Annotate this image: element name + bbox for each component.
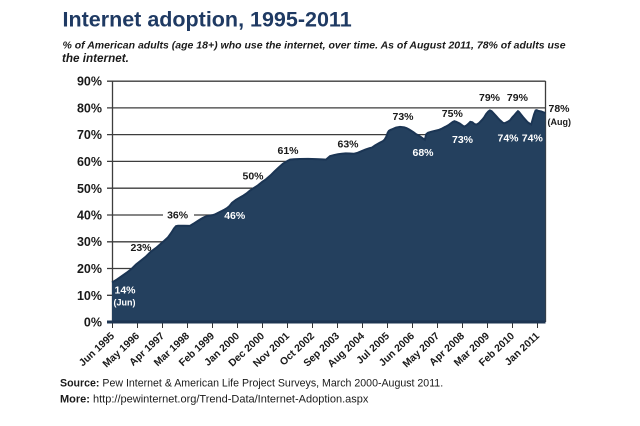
svg-text:74%: 74%: [522, 133, 544, 145]
svg-text:79%: 79%: [479, 92, 501, 104]
svg-text:(Jun): (Jun): [114, 298, 136, 308]
svg-text:30%: 30%: [77, 235, 102, 249]
svg-text:73%: 73%: [452, 134, 474, 146]
svg-text:the internet.: the internet.: [62, 52, 129, 65]
svg-text:74%: 74%: [497, 133, 519, 145]
svg-text:0%: 0%: [84, 316, 102, 330]
svg-text:(Aug): (Aug): [548, 117, 572, 127]
svg-text:10%: 10%: [77, 289, 102, 303]
svg-text:78%: 78%: [549, 103, 571, 115]
svg-text:70%: 70%: [77, 128, 102, 142]
svg-text:14%: 14%: [115, 284, 137, 296]
svg-text:61%: 61%: [277, 145, 299, 157]
svg-text:36%: 36%: [167, 209, 189, 221]
svg-text:More: http://pewinternet.org/T: More: http://pewinternet.org/Trend-Data/…: [60, 394, 369, 406]
svg-text:20%: 20%: [77, 262, 102, 276]
svg-text:23%: 23%: [130, 242, 152, 254]
svg-text:% of American adults (age 18+): % of American adults (age 18+) who use t…: [63, 39, 566, 51]
svg-text:Internet adoption, 1995-2011: Internet adoption, 1995-2011: [63, 8, 352, 32]
svg-text:75%: 75%: [442, 108, 464, 120]
svg-text:90%: 90%: [77, 75, 102, 89]
svg-text:50%: 50%: [242, 171, 264, 183]
svg-text:79%: 79%: [507, 92, 529, 104]
svg-text:60%: 60%: [77, 155, 102, 169]
svg-text:63%: 63%: [337, 139, 359, 151]
svg-text:50%: 50%: [77, 182, 102, 196]
svg-text:73%: 73%: [392, 111, 414, 123]
svg-text:Source: Pew Internet & America: Source: Pew Internet & American Life Pro…: [60, 378, 443, 390]
svg-text:80%: 80%: [77, 102, 102, 116]
svg-text:46%: 46%: [224, 210, 246, 222]
svg-text:40%: 40%: [77, 209, 102, 223]
svg-text:68%: 68%: [412, 147, 434, 159]
